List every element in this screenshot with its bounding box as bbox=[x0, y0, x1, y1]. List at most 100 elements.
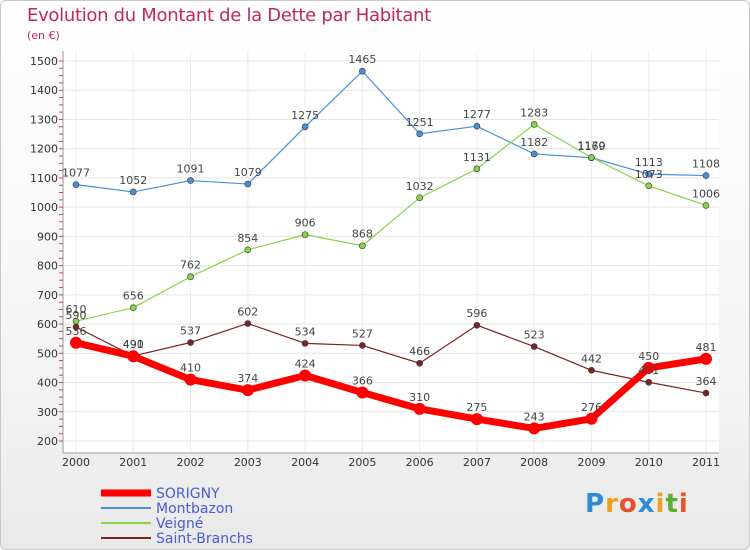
legend-label-saint-branchs: Saint-Branchs bbox=[156, 531, 253, 547]
data-point-sorigny bbox=[470, 413, 483, 426]
series-line-sorigny bbox=[72, 339, 710, 432]
y-tick-label: 400 bbox=[37, 377, 58, 390]
x-tick-label: 2004 bbox=[291, 456, 319, 469]
data-label-sorigny: 374 bbox=[237, 372, 258, 385]
data-label-montbazon: 1169 bbox=[577, 140, 605, 153]
data-point-saint-branchs bbox=[588, 366, 595, 374]
data-label-montbazon: 1275 bbox=[291, 109, 319, 122]
data-point-sorigny bbox=[127, 350, 140, 363]
logo-letter: P bbox=[585, 489, 606, 519]
x-tick-label: 2007 bbox=[463, 456, 491, 469]
data-label-saint-branchs: 527 bbox=[352, 327, 373, 340]
data-label-saint-branchs: 364 bbox=[696, 375, 717, 388]
data-point-veign- bbox=[645, 182, 653, 190]
data-label-saint-branchs: 596 bbox=[466, 307, 487, 320]
chart-title: Evolution du Montant de la Dette par Hab… bbox=[27, 5, 431, 26]
chart-subtitle: (en €) bbox=[27, 29, 60, 42]
legend-label-veign-: Veigné bbox=[156, 516, 203, 532]
y-tick-label: 1100 bbox=[30, 172, 58, 185]
y-tick-label: 200 bbox=[37, 435, 58, 448]
x-tick-label: 2005 bbox=[348, 456, 376, 469]
data-label-montbazon: 1108 bbox=[692, 158, 720, 171]
data-label-saint-branchs: 537 bbox=[180, 324, 201, 337]
data-label-montbazon: 1077 bbox=[62, 167, 90, 180]
data-label-veign-: 906 bbox=[295, 217, 316, 230]
data-point-veign- bbox=[187, 273, 194, 281]
data-point-montbazon bbox=[473, 122, 481, 130]
data-point-saint-branchs bbox=[72, 323, 80, 331]
data-point-montbazon bbox=[244, 180, 252, 188]
data-label-montbazon: 1113 bbox=[635, 156, 663, 169]
data-label-saint-branchs: 602 bbox=[237, 305, 258, 318]
legend-label-montbazon: Montbazon bbox=[156, 501, 233, 517]
y-tick-label: 800 bbox=[37, 260, 58, 273]
data-label-veign-: 1006 bbox=[692, 187, 720, 200]
data-label-montbazon: 1465 bbox=[348, 53, 376, 66]
data-point-saint-branchs bbox=[301, 340, 309, 347]
data-label-sorigny: 490 bbox=[123, 338, 144, 351]
data-label-montbazon: 1182 bbox=[520, 136, 548, 149]
data-point-sorigny bbox=[356, 386, 369, 399]
data-point-montbazon bbox=[530, 150, 538, 158]
data-point-veign- bbox=[301, 231, 309, 238]
data-label-saint-branchs: 590 bbox=[66, 309, 87, 322]
data-label-saint-branchs: 534 bbox=[295, 325, 316, 338]
data-label-sorigny: 366 bbox=[352, 374, 373, 387]
x-tick-label: 2002 bbox=[177, 456, 205, 469]
x-tick-label: 2009 bbox=[577, 456, 605, 469]
data-point-sorigny bbox=[700, 352, 712, 365]
data-label-veign-: 1032 bbox=[406, 180, 434, 193]
data-point-montbazon bbox=[72, 181, 80, 188]
data-label-veign-: 1073 bbox=[635, 168, 663, 181]
data-label-sorigny: 424 bbox=[295, 358, 316, 371]
legend-label-sorigny: SORIGNY bbox=[156, 486, 220, 502]
logo-letter: r bbox=[605, 489, 619, 519]
data-point-saint-branchs bbox=[187, 339, 194, 346]
data-point-saint-branchs bbox=[530, 343, 538, 350]
data-point-sorigny bbox=[413, 402, 426, 415]
data-point-montbazon bbox=[702, 172, 710, 179]
data-point-montbazon bbox=[301, 123, 309, 131]
data-label-veign-: 610 bbox=[66, 303, 87, 316]
x-tick-label: 2000 bbox=[62, 456, 90, 469]
data-label-montbazon: 1251 bbox=[406, 116, 434, 129]
data-point-sorigny bbox=[241, 384, 254, 397]
data-label-sorigny: 481 bbox=[696, 341, 717, 354]
data-point-veign- bbox=[702, 202, 710, 209]
data-point-veign- bbox=[244, 246, 252, 254]
data-label-montbazon: 1079 bbox=[234, 166, 262, 179]
data-label-veign-: 1170 bbox=[577, 139, 605, 152]
y-tick-label: 600 bbox=[37, 318, 58, 331]
data-label-sorigny: 243 bbox=[524, 410, 545, 423]
data-label-sorigny: 450 bbox=[638, 350, 659, 363]
data-label-sorigny: 275 bbox=[466, 401, 487, 414]
series-line-saint-branchs bbox=[75, 322, 707, 394]
series-line-veign- bbox=[75, 123, 707, 322]
data-label-saint-branchs: 491 bbox=[123, 338, 144, 351]
data-point-sorigny bbox=[299, 369, 312, 382]
logo-letter: i bbox=[678, 489, 689, 519]
data-point-sorigny bbox=[528, 422, 541, 435]
y-tick-label: 1200 bbox=[30, 143, 58, 156]
logo-letter: i bbox=[655, 489, 666, 519]
logo-letter: o bbox=[618, 489, 638, 519]
data-point-montbazon bbox=[416, 130, 423, 138]
data-label-saint-branchs: 466 bbox=[409, 345, 430, 358]
proxiti-logo: Proxiti bbox=[585, 489, 689, 519]
data-point-veign- bbox=[416, 194, 423, 202]
y-tick-label: 1300 bbox=[30, 113, 58, 126]
x-tick-label: 2008 bbox=[520, 456, 548, 469]
data-label-veign-: 1283 bbox=[520, 106, 548, 119]
y-tick-label: 900 bbox=[37, 230, 58, 243]
data-point-montbazon bbox=[359, 67, 366, 75]
data-label-veign-: 854 bbox=[237, 232, 258, 245]
data-point-sorigny bbox=[184, 373, 197, 386]
data-point-saint-branchs bbox=[473, 321, 481, 329]
data-label-sorigny: 410 bbox=[180, 362, 201, 375]
data-label-veign-: 656 bbox=[123, 290, 144, 303]
logo-letter: t bbox=[665, 489, 679, 519]
data-label-veign-: 1131 bbox=[463, 151, 491, 164]
data-point-sorigny bbox=[585, 412, 598, 425]
data-label-montbazon: 1052 bbox=[119, 174, 147, 187]
